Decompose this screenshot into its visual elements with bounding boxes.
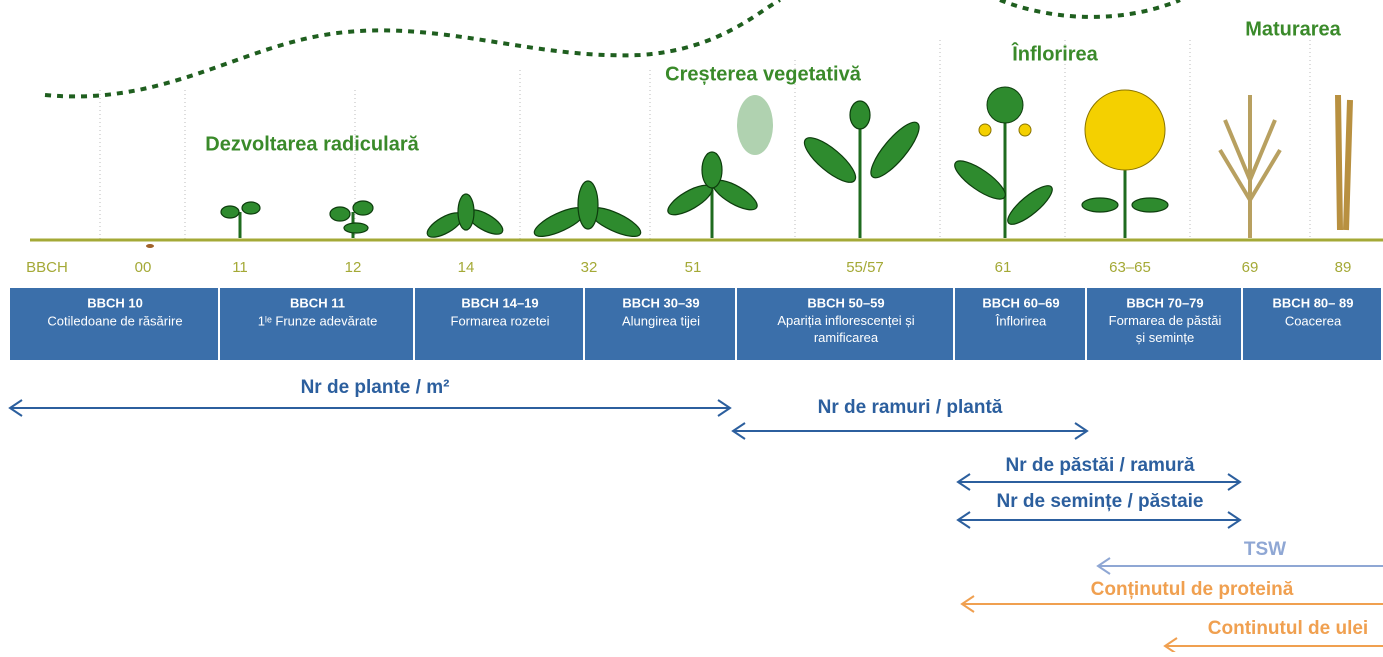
stage-code: BBCH 10	[87, 295, 143, 310]
stage-box	[10, 288, 218, 360]
bbch-code: 11	[232, 259, 248, 276]
plants	[146, 86, 1353, 248]
arrow-head	[1163, 637, 1178, 655]
stage-box	[220, 288, 413, 360]
stage-code: BBCH 50–59	[807, 295, 884, 310]
stage-code: BBCH 60–69	[982, 295, 1059, 310]
arrow-head	[956, 473, 971, 491]
stage-label-line: și semințe	[1136, 330, 1195, 345]
arrow-head	[1096, 557, 1111, 575]
arrow-head	[1074, 422, 1089, 440]
stage-label: Formarea rozetei	[451, 313, 550, 328]
stage-code: BBCH 14–19	[461, 295, 538, 310]
stage-label: Înflorirea	[995, 313, 1047, 328]
stage-label: Apariția inflorescenței și ramificarea	[777, 313, 914, 345]
stage-label: Alungirea tijei	[622, 313, 700, 328]
stage-box	[955, 288, 1085, 360]
arrow-head	[731, 422, 746, 440]
arrow-head	[1227, 473, 1242, 491]
arrow-head	[960, 595, 975, 613]
dotted-guides	[99, 40, 1311, 240]
bbch-code: 61	[995, 259, 1012, 276]
arrow-head	[717, 399, 732, 417]
bbch-code: 55/57	[846, 259, 884, 276]
stage-box	[415, 288, 583, 360]
arrow-head	[8, 399, 23, 417]
stage-code: BBCH 11	[290, 295, 345, 310]
bbch-code: BBCH	[26, 259, 68, 276]
bbch-code: 89	[1335, 259, 1352, 276]
bbch-code: 69	[1242, 259, 1259, 276]
stage-box	[585, 288, 735, 360]
stage-label-line: Apariția inflorescenței și	[777, 313, 914, 328]
stage-label-line: Formarea de păstăi	[1109, 313, 1222, 328]
measure-label: Nr de ramuri / plantă	[818, 397, 1003, 418]
bbch-code: 32	[581, 259, 598, 276]
stage-label: Coacerea	[1285, 313, 1342, 328]
bbch-code: 51	[685, 259, 702, 276]
bbch-code: 00	[135, 259, 152, 276]
phase-label: Maturarea	[1245, 18, 1341, 40]
bbch-code: 63–65	[1109, 259, 1151, 276]
arrow-head	[956, 511, 971, 529]
bbch-code: 14	[458, 259, 475, 276]
stage-code: BBCH 80– 89	[1273, 295, 1354, 310]
measure-label: Continutul de ulei	[1208, 618, 1368, 639]
phase-label: Dezvoltarea radiculară	[205, 133, 419, 155]
stage-box	[737, 288, 953, 360]
measure-label: TSW	[1244, 539, 1286, 560]
stage-code: BBCH 70–79	[1126, 295, 1203, 310]
stage-label-line: ramificarea	[814, 330, 879, 345]
measure-label: Nr de plante / m²	[301, 377, 450, 398]
stage-box	[1243, 288, 1381, 360]
measure-label: Nr de semințe / păstaie	[997, 491, 1204, 512]
stage-label: 1ˡᵉ Frunze adevărate	[258, 313, 378, 328]
measure-label: Conținutul de proteină	[1091, 579, 1294, 600]
phase-label: Creșterea vegetativă	[665, 63, 862, 85]
stage-label: Formarea de păstăi și semințe	[1109, 313, 1222, 345]
bbch-code: 12	[345, 259, 362, 276]
stage-label: Cotiledoane de răsărire	[47, 313, 182, 328]
arrow-head	[1227, 511, 1242, 529]
stage-code: BBCH 30–39	[622, 295, 699, 310]
phase-label: Înflorirea	[1011, 41, 1098, 65]
measure-label: Nr de păstăi / ramură	[1005, 455, 1194, 476]
stage-box	[1087, 288, 1241, 360]
growth-curve	[44, 0, 1181, 99]
